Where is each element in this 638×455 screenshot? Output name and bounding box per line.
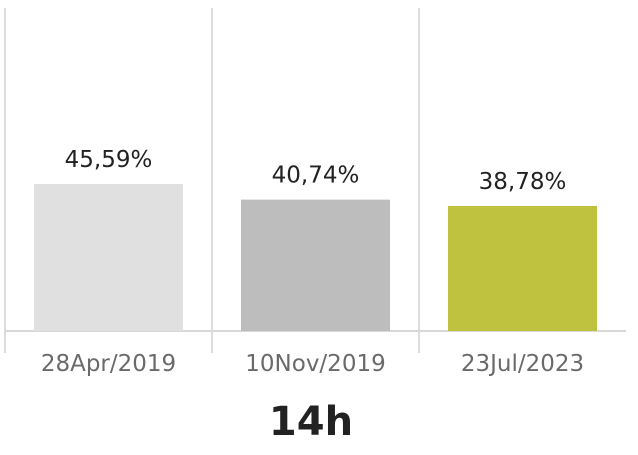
value-label-3: 38,78% [479, 169, 567, 195]
value-label-2: 40,74% [272, 163, 360, 189]
value-label-1: 45,59% [65, 147, 153, 173]
bar-1 [34, 184, 183, 331]
category-label-2: 10Nov/2019 [245, 351, 385, 377]
label-layer: 45,59% 28Apr/2019 40,74% 10Nov/2019 38,78% 23… [41, 147, 584, 377]
bar-2 [241, 199, 390, 331]
bar-layer [34, 184, 597, 331]
category-label-3: 23Jul/2023 [461, 351, 584, 377]
footer-label: 14h [269, 399, 353, 445]
category-label-1: 28Apr/2019 [41, 351, 176, 377]
bar-3 [448, 205, 597, 331]
